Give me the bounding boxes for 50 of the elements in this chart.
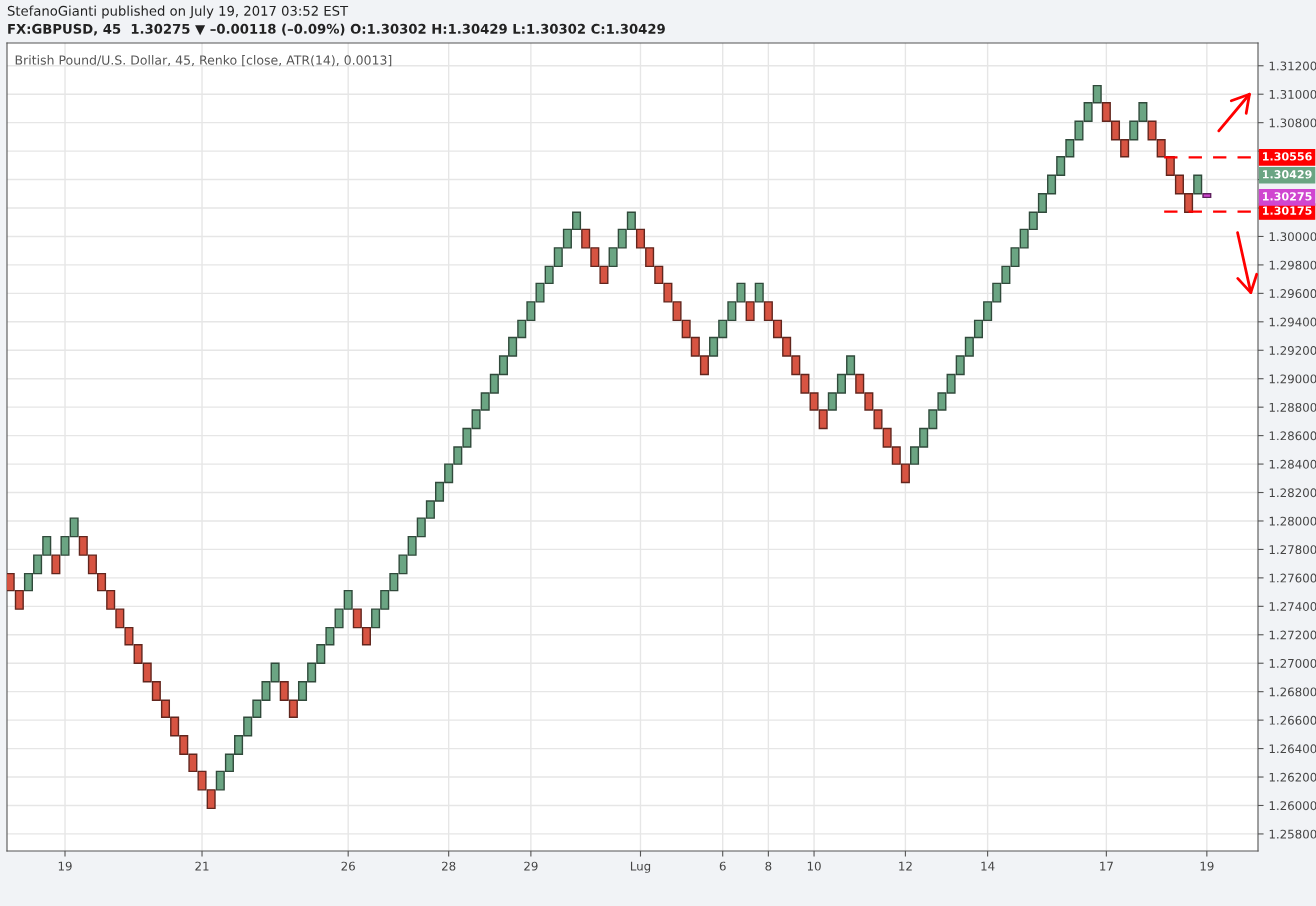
text: 1.30275 bbox=[1263, 192, 1312, 201]
x-tick-label: 12 bbox=[899, 861, 912, 871]
y-tick-label: 1.28000 bbox=[1269, 516, 1316, 526]
chart-subtitle: FX:GBPUSD, 45 1.30275 ▼ –0.00118 (–0.09%) O:1.30302 H:1.30429 L:1.30302 C:1.30429 bbox=[8, 23, 665, 36]
x-tick-label: 19 bbox=[1200, 861, 1214, 871]
x-tick-label: 26 bbox=[341, 861, 355, 871]
y-tick-label: 1.26200 bbox=[1269, 772, 1316, 782]
y-tick-label: 1.28200 bbox=[1269, 488, 1316, 498]
y-tick-label: 1.27000 bbox=[1269, 658, 1316, 668]
y-tick-label: 1.27800 bbox=[1269, 545, 1316, 555]
candlestick bbox=[1202, 193, 1212, 199]
y-tick-label: 1.29200 bbox=[1269, 345, 1316, 355]
x-tick-label: Lug bbox=[630, 861, 651, 873]
x-tick-label: 8 bbox=[765, 861, 772, 871]
y-tick-label: 1.26000 bbox=[1269, 801, 1316, 811]
x-tick-label: 10 bbox=[807, 861, 821, 871]
y-tick-label: 1.29600 bbox=[1269, 289, 1316, 299]
y-tick-label: 1.31200 bbox=[1269, 61, 1316, 71]
chart-title: StefanoGianti published on July 19, 2017 03:52 EST bbox=[7, 5, 349, 19]
y-tick-label: 1.29000 bbox=[1269, 374, 1316, 384]
y-tick-label: 1.28400 bbox=[1269, 459, 1316, 469]
x-tick-label: 21 bbox=[195, 861, 209, 871]
x-tick-label: 19 bbox=[58, 861, 72, 871]
x-tick-label: 14 bbox=[981, 861, 995, 871]
x-tick-label: 28 bbox=[442, 861, 456, 871]
y-tick-label: 1.30000 bbox=[1269, 232, 1316, 242]
candlestick bbox=[754, 282, 764, 303]
candlestick bbox=[745, 301, 755, 322]
y-tick-label: 1.29400 bbox=[1269, 317, 1316, 327]
y-tick-label: 1.27400 bbox=[1269, 602, 1316, 611]
y-tick-label: 1.27600 bbox=[1269, 573, 1316, 583]
x-tick-label: 29 bbox=[524, 861, 538, 871]
x-tick-label: 17 bbox=[1100, 861, 1113, 871]
y-tick-label: 1.28800 bbox=[1269, 402, 1316, 412]
y-tick-label: 1.28600 bbox=[1269, 431, 1316, 441]
y-tick-label: 1.29800 bbox=[1269, 260, 1316, 270]
text: 1.30429 bbox=[1263, 170, 1312, 179]
candlestick bbox=[51, 554, 61, 575]
y-tick-label: 1.26400 bbox=[1269, 744, 1316, 754]
y-tick-label: 1.26600 bbox=[1269, 715, 1316, 725]
y-tick-label: 1.31000 bbox=[1269, 89, 1316, 99]
y-tick-label: 1.26800 bbox=[1269, 687, 1316, 697]
y-tick-label: 1.25800 bbox=[1269, 829, 1316, 839]
y-tick-label: 1.30800 bbox=[1269, 118, 1316, 128]
annotation: British Pound/U.S. Dollar, 45, Renko [close, ATR(14), 0.0013] bbox=[15, 55, 392, 67]
y-tick-label: 1.27200 bbox=[1269, 630, 1316, 640]
ref-line-label: 1.30175 bbox=[1263, 206, 1312, 215]
x-tick-label: 6 bbox=[719, 861, 726, 871]
candlestick bbox=[1193, 174, 1203, 195]
ref-line-label: 1.30556 bbox=[1263, 152, 1312, 161]
